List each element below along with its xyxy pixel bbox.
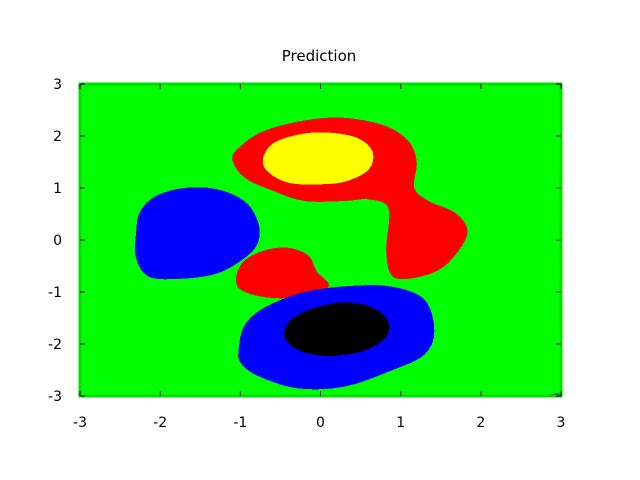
- y-tick-label: -1: [48, 285, 62, 301]
- x-tick-label: 3: [557, 415, 566, 431]
- x-tick-label: -2: [153, 415, 167, 431]
- region-blue-2: [135, 187, 260, 280]
- region-red-3: [236, 247, 330, 299]
- y-tick-label: 1: [53, 181, 62, 197]
- x-tick-label: 0: [316, 415, 325, 431]
- y-tick-label: -2: [48, 337, 62, 353]
- y-tick-label: 0: [53, 233, 62, 249]
- region-yellow-1: [262, 132, 374, 185]
- chart-title: Prediction: [282, 47, 357, 65]
- region-black-5: [284, 302, 390, 357]
- x-tick-label: 1: [396, 415, 405, 431]
- x-axis-ticks: -3 -2 -1 0 1 2 3: [73, 84, 565, 431]
- x-tick-label: -3: [73, 415, 87, 431]
- x-tick-label: -1: [233, 415, 247, 431]
- y-tick-label: 3: [53, 77, 62, 93]
- y-tick-label: -3: [48, 389, 62, 405]
- plot-area: [78, 82, 563, 398]
- y-tick-label: 2: [53, 129, 62, 145]
- x-tick-label: 2: [476, 415, 485, 431]
- y-axis-ticks: 3 2 1 0 -1 -2 -3: [48, 77, 561, 405]
